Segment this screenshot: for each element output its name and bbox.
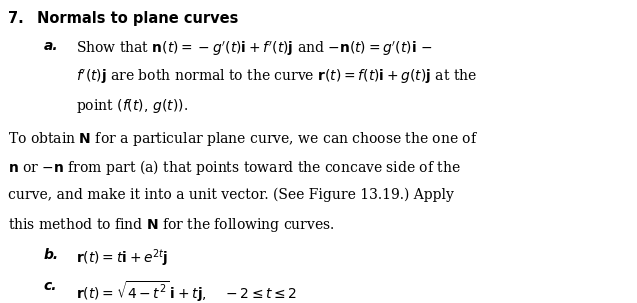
Text: a.: a.	[43, 39, 58, 53]
Text: Show that $\mathbf{n}(t) = -g'(t)\mathbf{i} + f'(t)\mathbf{j}$ and $-\mathbf{n}(: Show that $\mathbf{n}(t) = -g'(t)\mathbf…	[76, 39, 434, 58]
Text: c.: c.	[43, 279, 57, 293]
Text: Normals to plane curves: Normals to plane curves	[37, 11, 238, 26]
Text: $\mathbf{r}(t) = t\mathbf{i} + e^{2t}\mathbf{j}$: $\mathbf{r}(t) = t\mathbf{i} + e^{2t}\ma…	[76, 248, 169, 269]
Text: To obtain $\mathbf{N}$ for a particular plane curve, we can choose the one of: To obtain $\mathbf{N}$ for a particular …	[8, 130, 478, 148]
Text: $\mathbf{r}(t) = \sqrt{4 - t^2}\,\mathbf{i} + t\mathbf{j},\quad -2 \leq t \leq 2: $\mathbf{r}(t) = \sqrt{4 - t^2}\,\mathbf…	[76, 279, 297, 303]
Text: this method to find $\mathbf{N}$ for the following curves.: this method to find $\mathbf{N}$ for the…	[8, 216, 335, 234]
Text: $f'(t)\mathbf{j}$ are both normal to the curve $\mathbf{r}(t) = f(t)\mathbf{i} +: $f'(t)\mathbf{j}$ are both normal to the…	[76, 68, 478, 86]
Text: $\mathbf{n}$ or $-\mathbf{n}$ from part (a) that points toward the concave side : $\mathbf{n}$ or $-\mathbf{n}$ from part …	[8, 158, 461, 178]
Text: point $(f(t),\, g(t))$.: point $(f(t),\, g(t))$.	[76, 97, 189, 115]
Text: b.: b.	[43, 248, 59, 262]
Text: 7.: 7.	[8, 11, 24, 26]
Text: curve, and make it into a unit vector. (See Figure 13.19.) Apply: curve, and make it into a unit vector. (…	[8, 187, 454, 201]
